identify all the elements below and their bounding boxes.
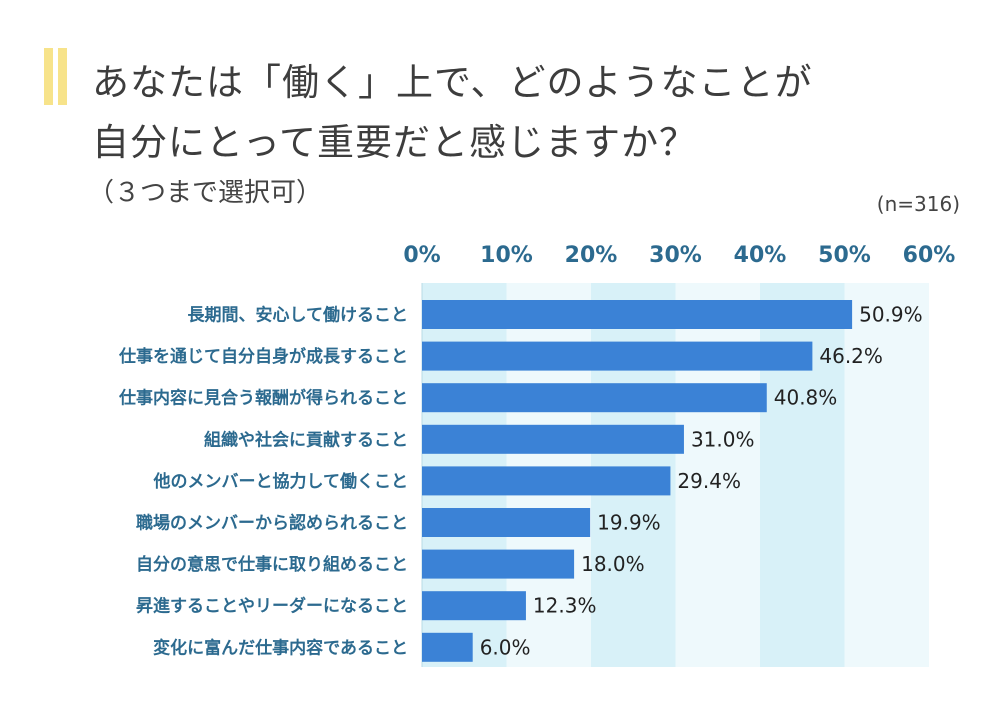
- category-label: 昇進することやリーダーになること: [136, 596, 408, 617]
- category-label: 長期間、安心して働けること: [188, 305, 409, 326]
- bar: [422, 466, 671, 496]
- gridline-band: [844, 283, 929, 667]
- x-tick-label: 30%: [649, 243, 702, 268]
- value-label: 46.2%: [819, 344, 883, 368]
- value-label: 40.8%: [774, 386, 838, 410]
- x-tick-label: 10%: [480, 243, 533, 268]
- category-label: 変化に富んだ仕事内容であること: [153, 637, 408, 658]
- value-label: 19.9%: [597, 511, 661, 535]
- bar: [422, 300, 853, 329]
- bar: [422, 549, 575, 579]
- category-label: 他のメンバーと協力して働くこと: [153, 471, 409, 492]
- value-label: 6.0%: [480, 635, 531, 659]
- bar: [422, 632, 473, 662]
- chart-subtitle: （３つまで選択可）: [88, 178, 323, 208]
- bar: [422, 591, 526, 621]
- chart-title-line-2: 自分にとって重要だと感じますか？: [92, 121, 698, 164]
- bar: [422, 383, 767, 413]
- category-label: 仕事内容に見合う報酬が得られること: [118, 388, 408, 409]
- x-tick-label: 40%: [734, 243, 787, 268]
- chart-title-line-1: あなたは「働く」上で、どのようなことが: [92, 61, 813, 104]
- bar: [422, 508, 591, 537]
- value-label: 12.3%: [533, 594, 597, 618]
- title-accent-bar: [58, 48, 67, 105]
- category-label: 組織や社会に貢献すること: [204, 429, 408, 450]
- title-accent-bar: [44, 48, 53, 105]
- category-label: 自分の意思で仕事に取り組めること: [136, 554, 408, 575]
- x-tick-label: 0%: [403, 243, 440, 268]
- sample-size-label: (n=316): [876, 192, 960, 216]
- category-label: 職場のメンバーから認められること: [136, 513, 408, 534]
- x-tick-label: 60%: [903, 243, 956, 268]
- value-label: 31.0%: [691, 427, 755, 451]
- value-label: 29.4%: [677, 469, 741, 493]
- category-label: 仕事を通じて自分自身が成長すること: [118, 346, 408, 367]
- bar: [422, 341, 813, 371]
- x-tick-label: 50%: [818, 243, 871, 268]
- gridline-band: [760, 283, 845, 667]
- x-tick-label: 20%: [565, 243, 618, 268]
- bar: [422, 424, 684, 454]
- value-label: 50.9%: [859, 303, 923, 327]
- value-label: 18.0%: [581, 552, 645, 576]
